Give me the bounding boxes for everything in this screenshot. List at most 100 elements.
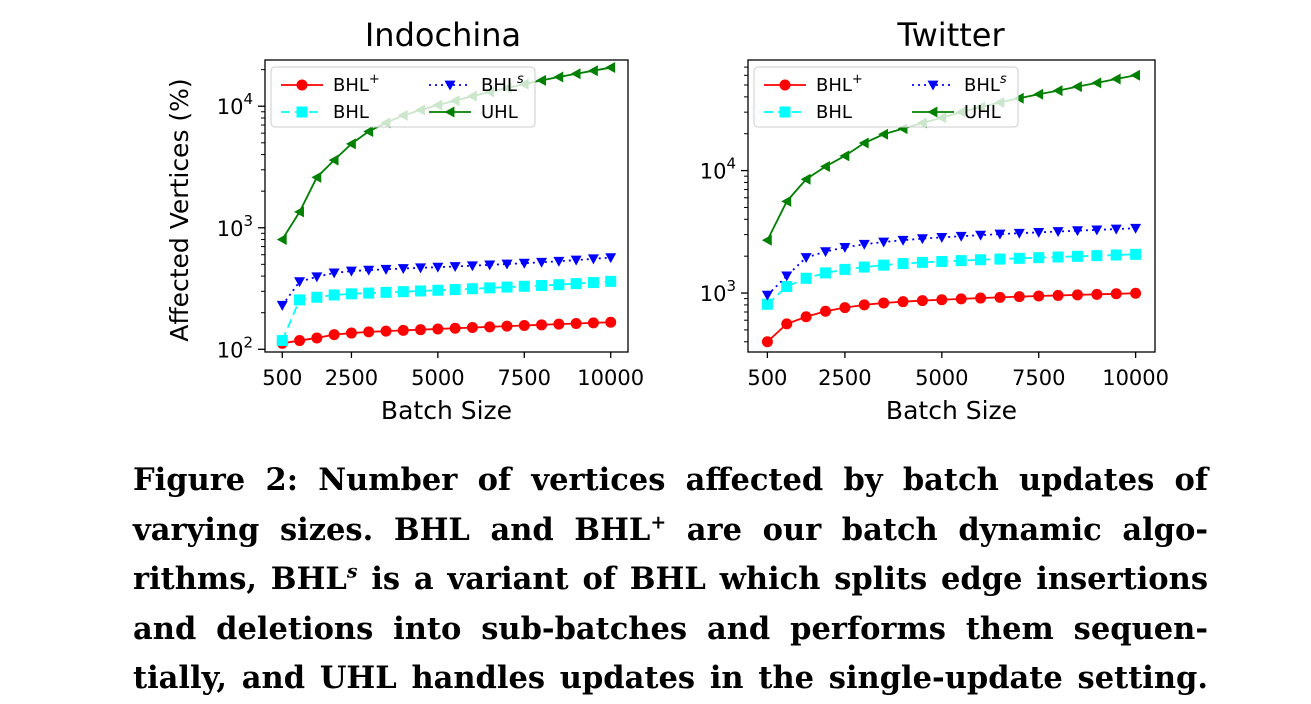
data-point xyxy=(916,234,928,245)
data-point xyxy=(1091,288,1103,300)
caption-sup-plus: + xyxy=(650,511,667,534)
y-tick-label: 104 xyxy=(217,90,253,119)
chart-panel-1: Indochina 102 103 104 500 2500 5000 7500 10000 Ba… xyxy=(165,16,644,425)
x-tick-label: 5000 xyxy=(411,366,464,390)
x-tick-label: 2500 xyxy=(325,366,378,390)
x-tick-label: 7500 xyxy=(498,366,551,390)
x-tick-label: 10000 xyxy=(577,366,644,390)
data-point xyxy=(1110,288,1122,300)
caption-line-3a: rithms, BHL xyxy=(133,561,347,597)
data-point xyxy=(994,253,1006,265)
legend-marker xyxy=(779,79,791,91)
data-point xyxy=(553,279,565,291)
data-point xyxy=(311,291,323,303)
data-point xyxy=(345,327,357,339)
data-point xyxy=(761,336,773,348)
data-point xyxy=(484,321,496,333)
legend-marker xyxy=(296,79,308,91)
data-point xyxy=(761,290,773,301)
data-point xyxy=(1110,249,1122,261)
data-point xyxy=(328,268,340,279)
legend-marker xyxy=(779,106,791,118)
data-point xyxy=(380,264,392,275)
data-point xyxy=(501,281,513,293)
data-point xyxy=(820,305,832,317)
data-point xyxy=(587,277,599,289)
data-point xyxy=(363,125,374,137)
data-point xyxy=(605,275,617,287)
data-point xyxy=(878,237,890,248)
data-point xyxy=(605,62,616,74)
data-point xyxy=(1033,252,1045,264)
data-point xyxy=(466,283,478,295)
data-point xyxy=(553,256,565,267)
legend-label: BHLs xyxy=(481,72,524,96)
series-bhls xyxy=(761,223,1142,301)
x-tick-label: 500 xyxy=(262,366,302,390)
chart-title: Indochina xyxy=(365,16,521,54)
figure-canvas: Indochina 102 103 104 500 2500 5000 7500 10000 Ba… xyxy=(165,16,1169,425)
data-point xyxy=(1130,69,1141,81)
y-tick-label: 102 xyxy=(217,333,253,362)
legend-label: UHL xyxy=(964,102,1001,123)
caption-line-2a: varying sizes. BHL and BHL xyxy=(133,511,651,548)
data-point xyxy=(345,138,356,150)
data-point xyxy=(397,286,409,298)
data-point xyxy=(1013,228,1025,239)
data-point xyxy=(936,294,948,306)
data-point xyxy=(1052,227,1064,238)
data-point xyxy=(553,318,565,330)
data-point xyxy=(1091,250,1103,262)
data-point xyxy=(570,278,582,290)
data-point xyxy=(975,254,987,266)
data-point xyxy=(1033,88,1044,100)
data-point xyxy=(380,325,392,337)
data-point xyxy=(380,286,392,298)
data-point xyxy=(536,257,548,268)
data-point xyxy=(820,247,832,258)
data-point xyxy=(897,235,909,246)
caption-line-3b: is a variant of BHL which splits edge in… xyxy=(357,561,1208,597)
data-point xyxy=(1013,291,1025,303)
data-point xyxy=(820,267,832,279)
data-point xyxy=(1130,223,1142,234)
data-point xyxy=(800,311,812,323)
data-point xyxy=(955,293,967,305)
data-point xyxy=(858,261,870,273)
data-point xyxy=(1110,73,1121,85)
data-point xyxy=(858,239,870,250)
caption-line-2b: are our batch dynamic algo- xyxy=(666,511,1208,548)
data-point xyxy=(839,242,851,253)
data-point xyxy=(415,324,427,336)
data-point xyxy=(916,256,928,268)
x-tick-label: 5000 xyxy=(915,366,968,390)
legend-marker xyxy=(927,80,939,91)
data-point xyxy=(276,300,288,311)
data-point xyxy=(363,287,375,299)
data-point xyxy=(1013,252,1025,264)
data-point xyxy=(570,318,582,330)
data-point xyxy=(328,329,340,341)
data-point xyxy=(1052,289,1064,301)
data-point xyxy=(858,137,869,149)
data-point xyxy=(1130,248,1142,260)
data-point xyxy=(955,231,967,242)
data-point xyxy=(397,324,409,336)
data-point xyxy=(936,255,948,267)
data-point xyxy=(432,262,444,273)
data-point xyxy=(484,282,496,294)
data-point xyxy=(994,229,1006,240)
data-point xyxy=(328,289,340,301)
x-axis-label: Batch Size xyxy=(381,396,512,425)
data-point xyxy=(345,288,357,300)
series-bhl-plus xyxy=(276,316,617,349)
legend-marker xyxy=(927,106,938,118)
data-point xyxy=(570,255,582,266)
data-point xyxy=(955,255,967,267)
plot-frame xyxy=(264,59,629,353)
legend: BHL+ BHL BHLs UHL xyxy=(753,66,1019,128)
series-bhl xyxy=(761,248,1142,310)
chart-panel-2: Twitter 103 104 500 2500 5000 7500 10000 Batch S… xyxy=(700,16,1169,425)
data-point xyxy=(800,173,811,185)
legend-label: BHLs xyxy=(964,72,1007,96)
